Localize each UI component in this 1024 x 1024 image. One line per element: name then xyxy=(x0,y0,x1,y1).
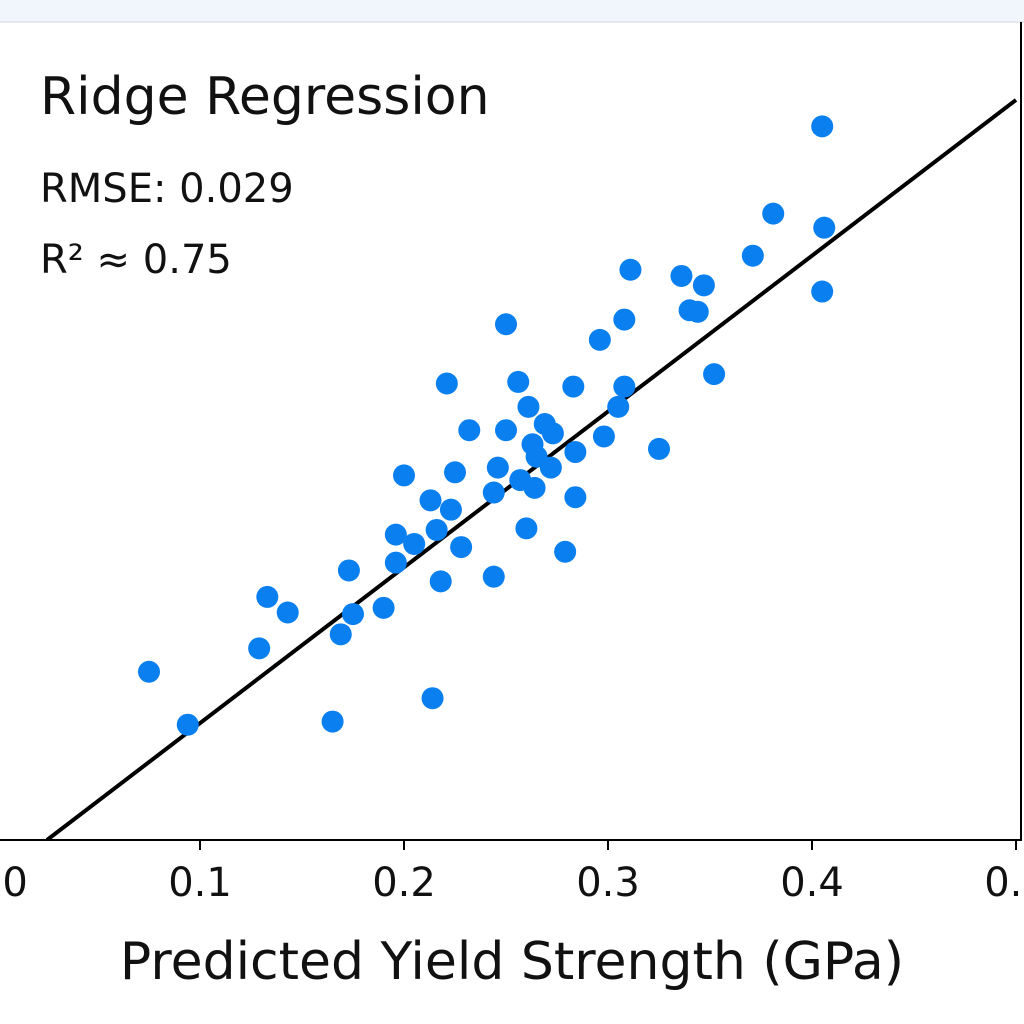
point xyxy=(276,601,299,624)
x-tick-label: 0.2 xyxy=(372,860,436,906)
point xyxy=(813,216,836,239)
fit-line xyxy=(45,98,1018,840)
point xyxy=(523,476,546,499)
x-tick-label: 0.0 xyxy=(0,860,28,906)
chart-title: Ridge Regression xyxy=(40,67,490,127)
point xyxy=(384,551,407,574)
point xyxy=(425,518,448,541)
point xyxy=(670,264,693,287)
point xyxy=(384,523,407,546)
x-tick-label: 0.4 xyxy=(780,860,844,906)
point xyxy=(421,687,444,710)
annotation: RMSE: 0.029 xyxy=(40,166,294,212)
point xyxy=(564,486,587,509)
point xyxy=(592,425,615,448)
point xyxy=(703,363,726,386)
point xyxy=(613,375,636,398)
point xyxy=(554,540,577,563)
point xyxy=(517,395,540,418)
point xyxy=(419,489,442,512)
point xyxy=(564,441,587,464)
plot-area xyxy=(45,98,1018,840)
point xyxy=(321,710,344,733)
point xyxy=(541,422,564,445)
point xyxy=(429,570,452,593)
point xyxy=(539,456,562,479)
point xyxy=(248,637,271,660)
point xyxy=(741,244,764,267)
point xyxy=(444,461,466,484)
point xyxy=(507,370,530,393)
top-strip xyxy=(0,0,1024,22)
point xyxy=(607,395,630,418)
point xyxy=(458,419,481,442)
point xyxy=(495,419,517,442)
point xyxy=(450,536,473,559)
point xyxy=(619,258,642,281)
point xyxy=(495,313,517,336)
point xyxy=(811,280,834,303)
point xyxy=(482,565,505,588)
point xyxy=(256,585,279,608)
point xyxy=(562,375,585,398)
point xyxy=(588,328,611,351)
x-tick-label: 0.5 xyxy=(984,860,1024,906)
point xyxy=(482,481,505,504)
annotation: R² ≈ 0.75 xyxy=(40,237,232,283)
point xyxy=(686,300,709,323)
point xyxy=(486,456,509,479)
point xyxy=(811,115,834,138)
point xyxy=(613,308,636,331)
point xyxy=(692,274,715,297)
point xyxy=(439,498,462,521)
point xyxy=(138,660,160,683)
point xyxy=(342,603,364,626)
point xyxy=(337,559,360,582)
point xyxy=(372,596,395,619)
point xyxy=(515,517,538,540)
point xyxy=(329,623,352,646)
point xyxy=(176,713,199,736)
x-axis-label: Predicted Yield Strength (GPa) xyxy=(120,932,904,992)
point xyxy=(393,464,415,487)
x-tick-label: 0.3 xyxy=(576,860,640,906)
point xyxy=(762,202,785,225)
point xyxy=(648,437,670,460)
point xyxy=(403,532,426,555)
x-tick-label: 0.1 xyxy=(168,860,232,906)
point xyxy=(435,372,458,395)
